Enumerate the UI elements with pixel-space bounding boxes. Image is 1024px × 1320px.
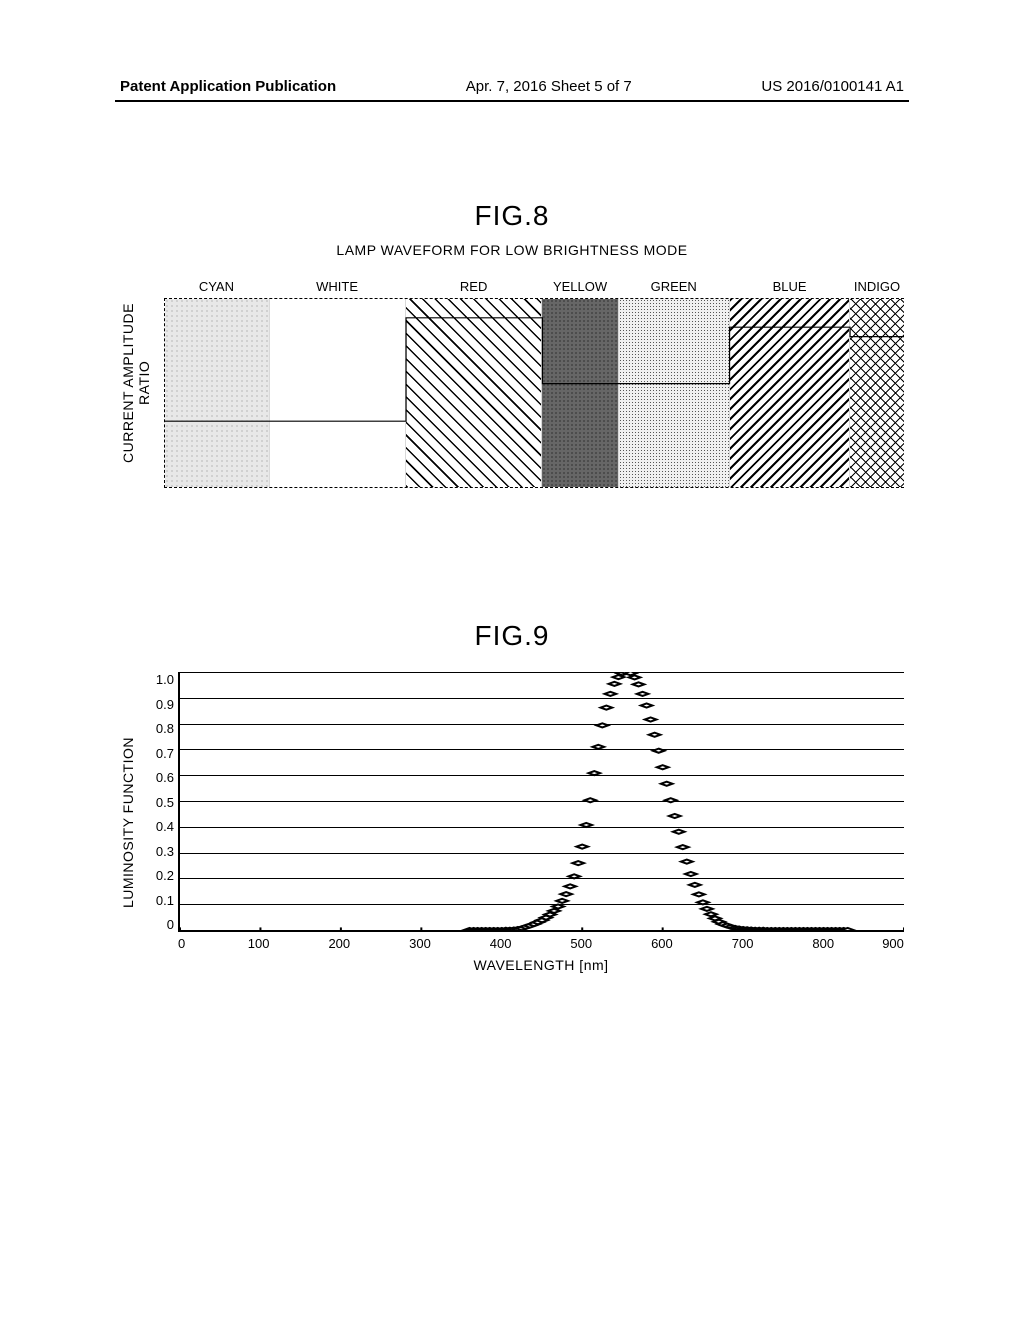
fig8-segment-labels: CYANWHITEREDYELLOWGREENBLUEINDIGO [164,279,904,294]
fig8-title: FIG.8 [120,200,904,232]
fig8-segment-fill [406,299,541,487]
fig9-title: FIG.9 [120,620,904,652]
fig9-ytick: 0.8 [156,721,174,736]
fig8-segment-fill [270,299,405,487]
fig8-segment [730,299,851,487]
fig9-ytick: 0.3 [156,844,174,859]
fig9-ytick: 0.6 [156,770,174,785]
fig8-segment-fill [619,299,729,487]
figure-8: FIG.8 LAMP WAVEFORM FOR LOW BRIGHTNESS M… [120,200,904,488]
fig9-xtick: 100 [218,936,299,951]
header-left: Patent Application Publication [120,78,336,95]
header-right: US 2016/0100141 A1 [761,78,904,95]
page-header: Patent Application Publication Apr. 7, 2… [0,78,1024,95]
fig9-plot-wrapper: 1.00.90.80.70.60.50.40.30.20.10 01002003… [142,672,904,973]
header-rule [115,100,909,102]
fig9-xtick: 800 [783,936,864,951]
fig9-chart: LUMINOSITY FUNCTION 1.0 0.9 0.8 0.7 0.6 0.5 0.… [120,672,904,973]
fig9-plot: 1.0 0.9 0.8 0.7 0.6 0.5 0.4 0.3 0.2 0.1 0 [142,672,904,932]
fig8-segment-fill [730,299,850,487]
fig9-ytick: 0.5 [156,795,174,810]
fig8-ylabel: CURRENT AMPLITUDE RATIO [120,303,152,463]
fig8-segment-fill [165,299,269,487]
fig9-xtick: 200 [299,936,380,951]
fig9-xlabel: WAVELENGTH [nm] [178,957,904,973]
fig9-ytick: 0.4 [156,819,174,834]
fig8-segment [270,299,406,487]
fig8-subtitle: LAMP WAVEFORM FOR LOW BRIGHTNESS MODE [120,242,904,259]
fig8-label: GREEN [618,279,729,294]
fig9-ytick: 1.0 [156,672,174,687]
fig9-ytick: 0.2 [156,868,174,883]
fig8-segment-fill [850,299,904,487]
fig8-label: INDIGO [850,279,904,294]
fig9-xtick: 500 [541,936,622,951]
fig8-segment-fill [542,299,617,487]
fig8-segment [619,299,730,487]
fig8-segment [542,299,618,487]
fig9-ytick: 0 [167,917,174,932]
figure-9: FIG.9 LUMINOSITY FUNCTION 1.0 0.9 0.8 0.7 0.… [120,620,904,973]
fig9-xtick: 400 [460,936,541,951]
fig8-label: RED [405,279,542,294]
fig9-grid [178,672,904,932]
fig9-yticks: 1.0 0.9 0.8 0.7 0.6 0.5 0.4 0.3 0.2 0.1 0 [142,672,178,932]
fig9-xtick: 300 [380,936,461,951]
fig9-ytick: 0.9 [156,697,174,712]
fig9-xtick: 600 [622,936,703,951]
fig8-segment [850,299,904,487]
fig8-segment [406,299,542,487]
fig9-xtick: 0 [178,936,218,951]
fig9-xtick: 700 [702,936,783,951]
fig9-xticks: 0100200300400500600700800900 [178,936,904,951]
fig8-label: CYAN [164,279,269,294]
fig8-segment [165,299,270,487]
fig8-chart: CURRENT AMPLITUDE RATIO CYANWHITEREDYELL… [120,279,904,488]
fig8-label: BLUE [729,279,850,294]
fig9-ytick: 0.1 [156,893,174,908]
header-center: Apr. 7, 2016 Sheet 5 of 7 [466,78,632,95]
fig8-label: WHITE [269,279,406,294]
fig8-bars [164,298,904,488]
fig9-ylabel: LUMINOSITY FUNCTION [120,737,136,908]
fig8-label: YELLOW [542,279,618,294]
fig9-ytick: 0.7 [156,746,174,761]
fig8-plot: CYANWHITEREDYELLOWGREENBLUEINDIGO [164,279,904,488]
fig9-scatter [180,672,904,930]
fig9-xtick: 900 [864,936,904,951]
